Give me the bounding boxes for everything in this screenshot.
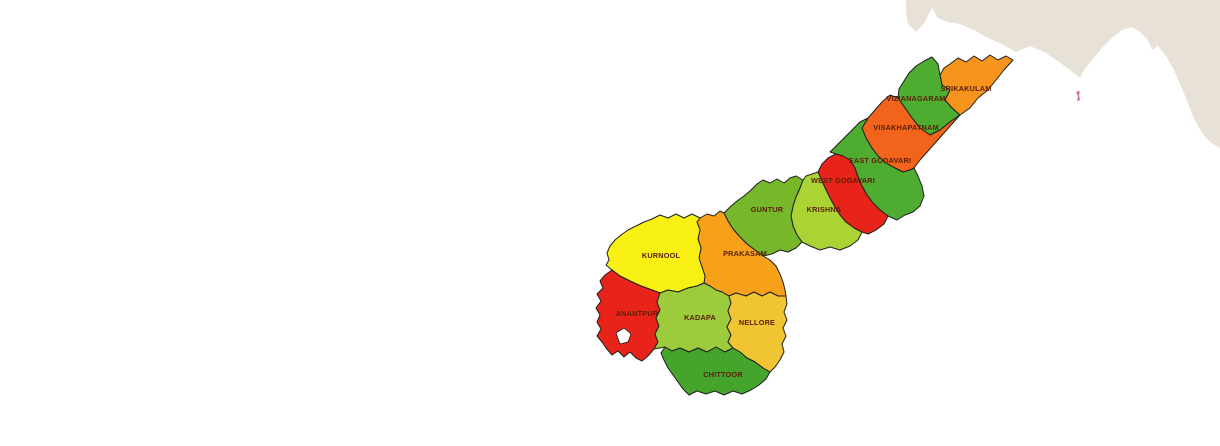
district-chittoor bbox=[660, 346, 771, 396]
district-label-guntur: GUNTUR bbox=[751, 205, 784, 214]
district-label-chittoor: CHITTOOR bbox=[703, 370, 743, 379]
district-label-kurnool: KURNOOL bbox=[642, 251, 681, 260]
district-labels: SRIKAKULAM VIZIANAGARAM VISAKHAPATNAM EA… bbox=[616, 84, 992, 379]
district-label-kadapa: KADAPA bbox=[684, 313, 716, 322]
district-label-nellore: NELLORE bbox=[739, 318, 775, 327]
district-label-vizianagaram: VIZIANAGARAM bbox=[886, 94, 945, 103]
district-nellore bbox=[726, 291, 788, 373]
neighbor-landmass bbox=[906, 0, 1220, 148]
district-label-prakasam: PRAKASAM bbox=[723, 249, 767, 258]
islet-mark bbox=[1076, 91, 1080, 101]
district-label-krishna: KRISHNA bbox=[807, 205, 842, 214]
district-label-visakhapatnam: VISAKHAPATNAM bbox=[873, 123, 939, 132]
anantapur-enclave bbox=[615, 327, 632, 345]
district-label-srikakulam: SRIKAKULAM bbox=[940, 84, 991, 93]
district-label-anantapur: ANANTPUR bbox=[616, 309, 659, 318]
district-label-west-godavari: WEST GODAVARI bbox=[811, 176, 875, 185]
district-label-east-godavari: EAST GODAVARI bbox=[849, 156, 911, 165]
